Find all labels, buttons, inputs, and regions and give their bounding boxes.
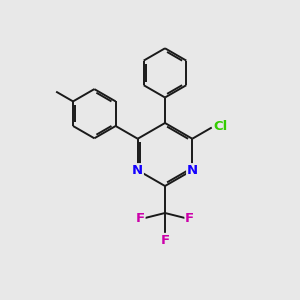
Text: N: N	[132, 164, 143, 177]
Text: F: F	[185, 212, 194, 225]
Text: F: F	[160, 233, 169, 247]
Text: Cl: Cl	[213, 119, 227, 133]
Text: N: N	[187, 164, 198, 177]
Text: F: F	[136, 212, 145, 225]
